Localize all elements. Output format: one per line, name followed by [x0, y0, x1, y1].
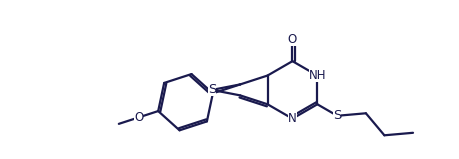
Text: S: S	[207, 83, 216, 96]
Text: N: N	[287, 112, 296, 125]
Text: NH: NH	[308, 69, 325, 82]
Text: O: O	[287, 33, 297, 46]
Text: O: O	[134, 111, 143, 124]
Text: S: S	[332, 109, 341, 122]
